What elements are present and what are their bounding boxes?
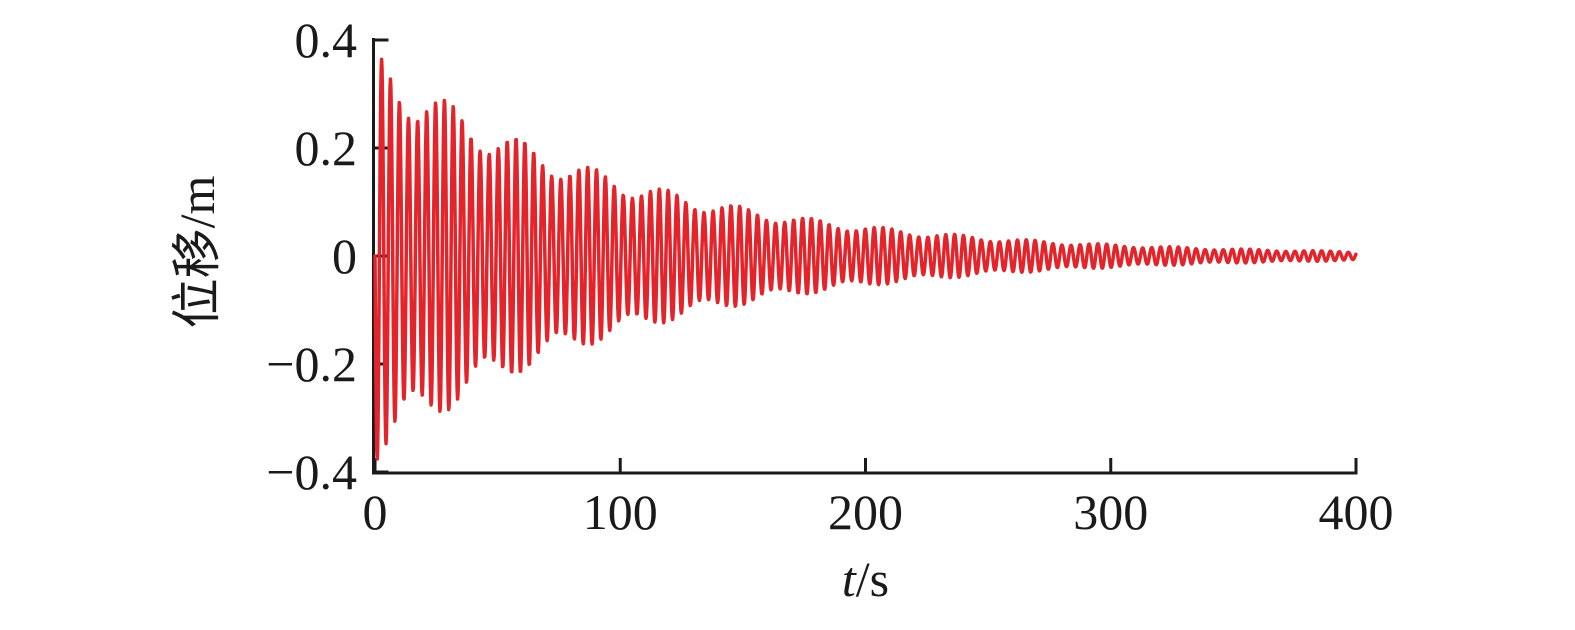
x-tick-label: 100 [582,484,658,540]
x-tick-label: 0 [362,484,388,540]
x-tick-label: 300 [1073,484,1149,540]
x-tick-label: 200 [828,484,903,540]
x-tick-label: 400 [1318,484,1394,540]
x-axis-variable: t [841,551,856,607]
y-tick-label: 0 [332,228,357,284]
y-tick-label: −0.4 [266,444,357,500]
displacement-curve [373,57,1358,461]
y-tick-label: 0.4 [294,12,358,68]
y-tick-label: −0.2 [266,336,357,392]
x-axis-label: t/s [841,551,890,607]
y-axis-label: 位移/m [169,175,225,329]
y-tick-label: 0.2 [294,120,358,176]
